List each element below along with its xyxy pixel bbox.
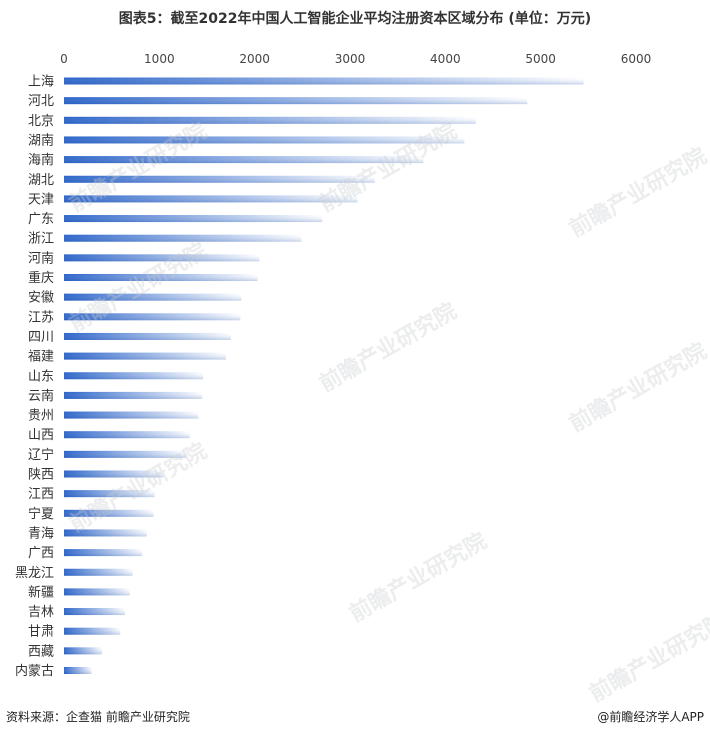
- category-label: 江苏: [28, 309, 54, 325]
- category-label: 新疆: [28, 584, 54, 600]
- bar-shade: [64, 136, 465, 144]
- category-label: 内蒙古: [15, 663, 54, 679]
- bar-shade: [64, 332, 231, 340]
- bar-shade: [64, 568, 133, 576]
- category-label: 北京: [28, 114, 54, 129]
- x-tick-label: 0: [60, 52, 68, 66]
- bar-shade: [64, 116, 476, 124]
- bar-shade: [64, 647, 103, 655]
- x-tick-label: 4000: [430, 52, 461, 66]
- category-label: 四川: [28, 330, 54, 345]
- bars: [64, 77, 584, 674]
- bar-shade: [64, 391, 203, 399]
- x-tick-label: 1000: [144, 52, 175, 66]
- category-label: 宁夏: [28, 506, 54, 522]
- bar-shade: [64, 608, 126, 616]
- brand-credit: @前瞻经济学人APP: [597, 710, 704, 724]
- bar-shade: [64, 588, 130, 596]
- category-label: 陕西: [28, 468, 54, 483]
- bar-shade: [64, 352, 227, 360]
- bar-shade: [64, 549, 143, 557]
- bar-shade: [64, 293, 242, 301]
- bar-shade: [64, 97, 528, 105]
- bar-shade: [64, 77, 584, 85]
- category-label: 吉林: [28, 605, 54, 620]
- category-label: 辽宁: [28, 447, 54, 463]
- bar-shade: [64, 372, 204, 380]
- x-tick-label: 3000: [335, 52, 366, 66]
- category-label: 湖南: [28, 132, 54, 148]
- category-label: 上海: [28, 75, 54, 90]
- y-axis: 上海河北北京湖南海南湖北天津广东浙江河南重庆安徽江苏四川福建山东云南贵州山西辽宁…: [15, 75, 54, 680]
- category-label: 天津: [28, 192, 54, 207]
- category-label: 山西: [28, 428, 54, 443]
- category-label: 河南: [28, 250, 54, 266]
- category-label: 云南: [28, 388, 54, 404]
- bar-shade: [64, 234, 302, 242]
- category-label: 西藏: [28, 644, 54, 659]
- bar-shade: [64, 156, 424, 164]
- x-tick-label: 5000: [525, 52, 556, 66]
- category-label: 湖北: [28, 173, 54, 188]
- chart-title: 图表5：截至2022年中国人工智能企业平均注册资本区域分布 (单位：万元): [118, 11, 592, 27]
- source-note: 资料来源：企查猫 前瞻产业研究院: [6, 710, 190, 724]
- bar-shade: [64, 470, 164, 478]
- x-tick-label: 2000: [239, 52, 270, 66]
- bar-shade: [64, 175, 375, 183]
- x-axis: 0 1000 2000 3000 4000 5000 6000: [60, 52, 651, 66]
- category-label: 广西: [28, 546, 54, 561]
- bar-shade: [64, 195, 358, 203]
- bar-shade: [64, 667, 92, 674]
- bar-shade: [64, 529, 147, 537]
- bar-shade: [64, 490, 155, 498]
- category-label: 江西: [28, 487, 54, 502]
- bar-shade: [64, 627, 121, 635]
- bar-shade: [64, 313, 241, 321]
- bar-shade: [64, 450, 187, 458]
- x-tick-label: 6000: [621, 52, 652, 66]
- category-label: 贵州: [28, 409, 54, 424]
- bar-shade: [64, 509, 154, 517]
- bar-shade: [64, 274, 258, 281]
- category-label: 青海: [28, 526, 54, 541]
- category-label: 广东: [28, 212, 54, 227]
- category-label: 甘肃: [28, 625, 54, 640]
- category-label: 河北: [28, 94, 54, 109]
- category-label: 黑龙江: [15, 566, 54, 581]
- bar-shade: [64, 254, 260, 262]
- category-label: 福建: [28, 350, 54, 365]
- category-label: 浙江: [28, 232, 54, 247]
- bar-shade: [64, 431, 190, 439]
- bar-shade: [64, 411, 199, 419]
- category-label: 山东: [28, 369, 54, 384]
- bar-shade: [64, 215, 323, 223]
- category-label: 海南: [28, 152, 54, 168]
- category-label: 安徽: [28, 291, 54, 306]
- category-label: 重庆: [28, 270, 54, 286]
